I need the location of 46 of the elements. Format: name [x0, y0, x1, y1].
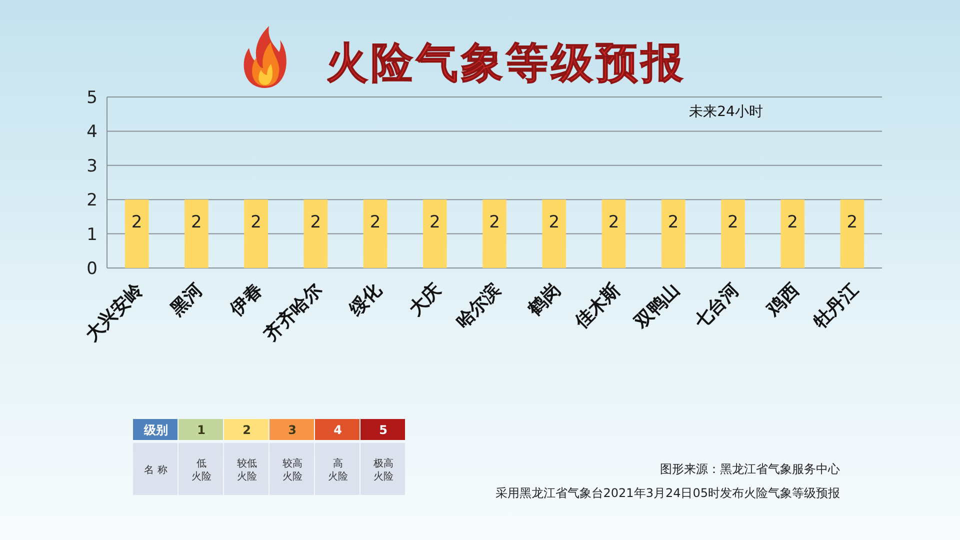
x-tick-label: 鸡西 [762, 280, 804, 321]
data-label: 2 [131, 212, 142, 233]
annotation: 未来24小时 [689, 104, 763, 120]
x-tick-label: 高火险 [328, 458, 348, 482]
data-label: 2 [489, 212, 500, 233]
data-label: 3 [288, 423, 296, 437]
data-label: 2 [548, 212, 560, 233]
data-label: 2 [608, 212, 620, 233]
x-tick-label: 低火险 [191, 458, 212, 482]
chart-title: 火险气象等级预报 [326, 38, 686, 87]
y-tick-label: 级别 [142, 423, 168, 437]
data-label: 5 [379, 423, 388, 437]
x-tick-label: 哈尔滨 [452, 280, 506, 333]
x-tick-label: 极高火险 [372, 458, 394, 482]
text: 采用黑龙江省气象台2021年3月24日05时发布火险气象等级预报 [495, 486, 840, 500]
data-label: 2 [242, 423, 251, 437]
y-tick-label: 2 [86, 190, 98, 211]
x-tick-label: 较高火险 [282, 458, 302, 482]
x-tick-label: 较低火险 [236, 458, 257, 482]
x-tick-label: 绥化 [344, 278, 387, 321]
data-label: 2 [787, 212, 798, 233]
data-label: 2 [668, 212, 679, 233]
data-label: 2 [429, 212, 440, 233]
data-label: 2 [370, 212, 381, 233]
text: 图形来源：黑龙江省气象服务中心 [660, 462, 840, 476]
x-tick-label: 双鸭山 [630, 280, 684, 334]
data-label: 2 [250, 212, 262, 233]
x-tick-label: 七台河 [690, 280, 744, 334]
x-axis-title: 名 称 [144, 464, 168, 476]
data-label: 2 [191, 212, 202, 233]
x-tick-label: 佳木斯 [570, 280, 624, 334]
y-tick-label: 5 [86, 88, 98, 108]
x-tick-label: 黑河 [166, 280, 207, 321]
y-tick-label: 3 [86, 156, 98, 176]
data-label: 2 [728, 212, 738, 233]
y-tick-label: 4 [86, 122, 98, 142]
x-tick-label: 牡丹江 [808, 280, 863, 334]
x-tick-label: 大兴安岭 [80, 278, 148, 346]
y-tick-label: 1 [86, 224, 98, 245]
data-label: 2 [310, 212, 322, 233]
y-tick-label: 0 [86, 259, 98, 279]
data-label: 2 [846, 212, 858, 233]
x-tick-label: 大庆 [404, 280, 446, 321]
data-label: 1 [197, 423, 206, 437]
data-label: 4 [334, 423, 342, 437]
x-tick-label: 鹤岗 [524, 280, 565, 321]
